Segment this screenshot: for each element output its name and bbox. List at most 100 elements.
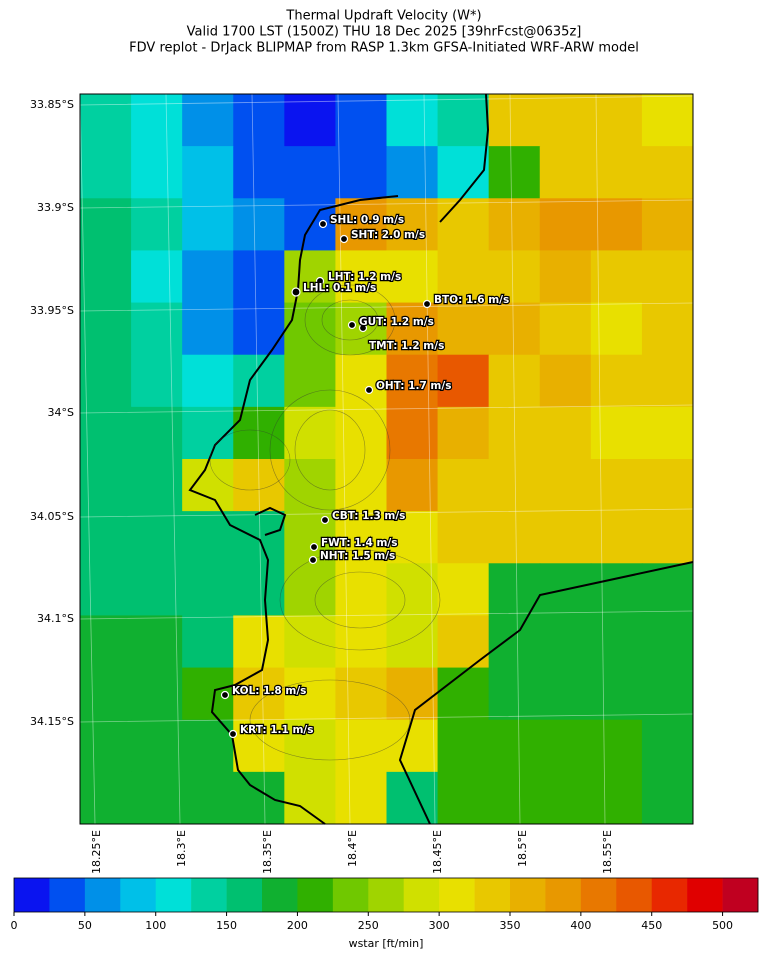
lat-label: 33.85°S [30, 98, 74, 111]
lon-lines [79, 93, 606, 825]
grid-cell [80, 719, 132, 773]
grid-cell [437, 771, 490, 825]
grid-cell [641, 667, 694, 721]
grid-cell [284, 406, 336, 460]
station-dot [291, 287, 301, 297]
colorbar-swatch [120, 878, 157, 912]
colorbar-tick-label: 250 [358, 919, 379, 932]
colorbar-swatch [49, 878, 86, 912]
grid-cell [131, 406, 183, 460]
grid-cell [590, 563, 643, 616]
grid-cell [386, 667, 439, 721]
grid-cell [539, 771, 592, 825]
grid-cell [488, 354, 541, 408]
grid-cell [233, 615, 285, 669]
grid-cell [437, 94, 490, 147]
grid-cell [233, 719, 285, 773]
grid-cell [488, 302, 541, 356]
station-label: TMT: 1.2 m/s [369, 340, 444, 352]
station-dot [422, 299, 432, 309]
lon-label: 18.4°E [346, 830, 359, 867]
grid-cell [182, 198, 234, 251]
grid-cell [437, 459, 490, 512]
grid-cell [233, 354, 285, 408]
grid-cell [590, 771, 643, 825]
grid-cell [488, 563, 541, 616]
lon-labels: 18.25°E 18.3°E 18.35°E 18.4°E 18.45°E 18.5°E 1… [90, 830, 614, 874]
grid-cell [590, 354, 643, 408]
station-dot [308, 555, 318, 565]
grid-cell [641, 302, 694, 356]
grid-cell [233, 771, 285, 825]
terrain-contours [209, 284, 441, 761]
grid-cell [335, 250, 387, 304]
grid-cell [437, 302, 490, 356]
grid-cell [488, 250, 541, 304]
station-dot [364, 385, 374, 395]
grid-cell [233, 459, 285, 512]
station-dot [309, 542, 319, 552]
lon-label: 18.3°E [175, 830, 188, 867]
colorbar-frame [13, 877, 759, 913]
grid-cell [590, 511, 643, 564]
grid-cell [437, 354, 490, 408]
grid-cell [335, 511, 387, 564]
station-label: NHT: 1.5 m/s [320, 550, 395, 562]
grid-cell [335, 94, 387, 147]
grid-cell [182, 511, 234, 564]
grid-cell [335, 406, 387, 460]
grid-cell [284, 302, 336, 356]
coast-east [398, 561, 694, 825]
grid-cell [131, 563, 183, 616]
colorbar-swatch [403, 878, 440, 912]
station-label: GUT: 1.2 m/s [359, 316, 434, 328]
grid-cell [131, 459, 183, 512]
grid-cell [386, 406, 439, 460]
stations: SHL: 0.9 m/s SHT: 2.0 m/s LHT: 1.2 m/s L… [220, 213, 510, 739]
station-label: SHL: 0.9 m/s [330, 214, 404, 226]
grid-cell [80, 615, 132, 669]
grid-cell [182, 563, 234, 616]
grid-cell [386, 146, 439, 199]
colorbar-swatch [368, 878, 405, 912]
grid-cell [284, 146, 336, 199]
lat-label: 34.05°S [30, 510, 74, 523]
grid-cell [488, 719, 541, 773]
grid-cell [590, 667, 643, 721]
grid-cell [233, 563, 285, 616]
lon-label: 18.35°E [261, 830, 274, 874]
grid-cell [80, 302, 132, 356]
grid-cell [386, 563, 439, 616]
grid-cell [131, 94, 183, 147]
grid-cell [386, 198, 439, 251]
colorbar-label: wstar [ft/min] [349, 937, 424, 950]
station-dot [228, 729, 238, 739]
grid-cell [437, 667, 490, 721]
station-dot [358, 323, 368, 333]
grid-cell [284, 94, 336, 147]
station-dot [347, 320, 357, 330]
colorbar-swatch [14, 878, 50, 912]
grid-cell [488, 615, 541, 669]
grid-cell [80, 406, 132, 460]
grid-cell [182, 771, 234, 825]
grid-cell [386, 719, 439, 773]
grid-cell [284, 354, 336, 408]
station-dot [220, 690, 230, 700]
grid-cell [539, 667, 592, 721]
grid-cell [131, 302, 183, 356]
coast-north [439, 93, 490, 223]
grid-cell [641, 250, 694, 304]
grid-cell [131, 667, 183, 721]
grid-cell [80, 354, 132, 408]
grid-cell [335, 719, 387, 773]
subtitle: Valid 1700 LST (1500Z) THU 18 Dec 2025 [… [187, 25, 582, 40]
colorbar-tick-label: 400 [570, 919, 591, 932]
grid-cell [590, 615, 643, 669]
grid-cell [182, 459, 234, 512]
grid-cell [437, 719, 490, 773]
grid-cell [233, 146, 285, 199]
grid-cell [488, 459, 541, 512]
grid-cell [80, 146, 132, 199]
lat-label: 33.9°S [37, 201, 74, 214]
